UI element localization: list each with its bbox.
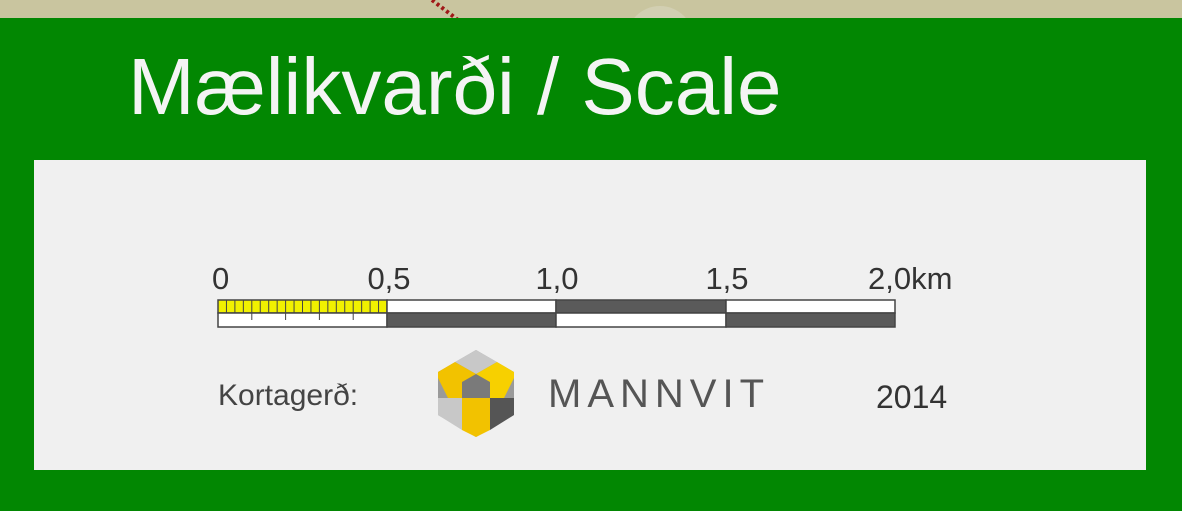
- scale-bar: [217, 299, 896, 328]
- segment: [386, 312, 557, 328]
- minor-ticks: [225, 300, 380, 320]
- map-background: [0, 0, 1182, 20]
- scale-labels: 0 0,5 1,0 1,5 2,0km: [212, 261, 952, 296]
- title: Mælikvarði / Scale: [128, 42, 782, 131]
- credit-label: Kortagerð:: [218, 379, 358, 412]
- segment: [217, 312, 388, 328]
- logo: [438, 350, 514, 437]
- segment: [555, 299, 727, 314]
- company-name: MANNVIT: [548, 372, 770, 416]
- scale-label: 0: [212, 261, 229, 296]
- segment: [725, 299, 896, 314]
- scale-label: 0,5: [367, 261, 410, 296]
- scale-label: 1,0: [535, 261, 578, 296]
- segment: [386, 299, 557, 314]
- year: 2014: [876, 379, 947, 415]
- scale-label: 2,0km: [868, 261, 952, 296]
- segment: [555, 312, 727, 328]
- segment: [725, 312, 896, 328]
- scale-label: 1,5: [705, 261, 748, 296]
